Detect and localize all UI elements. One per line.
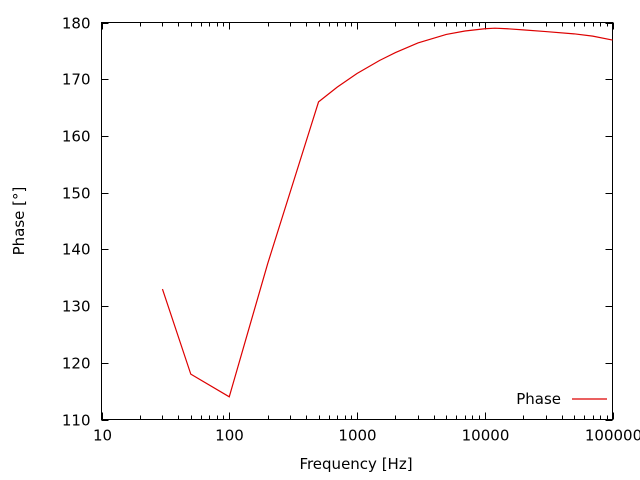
- series-line-phase: [161, 27, 613, 398]
- x-tick-label: 1000: [338, 427, 376, 445]
- y-axis-title: Phase [°]: [10, 187, 28, 256]
- y-tick-label: 110: [62, 412, 91, 430]
- y-tick-label: 130: [62, 298, 91, 316]
- axis-ticks: [101, 22, 614, 421]
- y-tick-label: 120: [62, 355, 91, 373]
- x-tick-label: 100000: [585, 427, 640, 445]
- x-axis-title: Frequency [Hz]: [299, 455, 412, 473]
- x-tick-label: 10: [93, 427, 112, 445]
- y-tick-label: 160: [62, 128, 91, 146]
- data-series-group: [161, 27, 613, 398]
- plot-frame: [101, 22, 613, 420]
- y-tick-label: 140: [62, 241, 91, 259]
- legend: Phase: [516, 390, 607, 408]
- y-tick-label: 180: [62, 15, 91, 33]
- x-tick-label: 10000: [462, 427, 510, 445]
- x-tick-label: 100: [215, 427, 244, 445]
- axis-tick-labels: 10 100 1000 10000 100000 110 120 130 140 150 160 17…: [62, 15, 640, 445]
- y-tick-label: 170: [62, 71, 91, 89]
- y-tick-label: 150: [62, 185, 91, 203]
- legend-label-phase: Phase: [516, 390, 561, 408]
- plot-border: [101, 22, 613, 420]
